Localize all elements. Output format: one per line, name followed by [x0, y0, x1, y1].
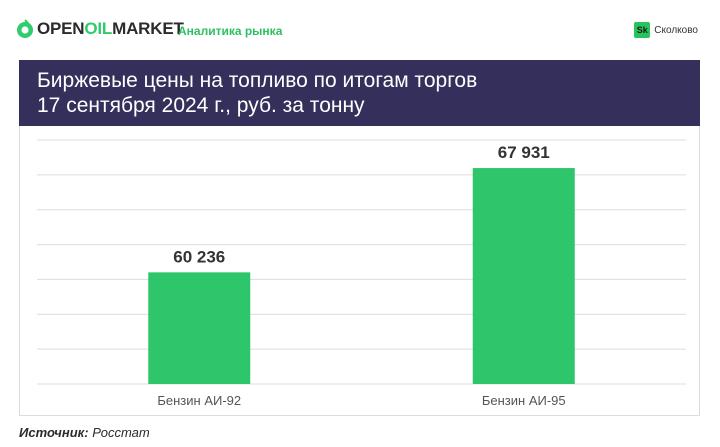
bar-chart: 60 236 Бензин АИ-92 67 931 Бензин АИ-95 — [37, 139, 686, 408]
source-note: Источник: Росстат — [19, 425, 150, 440]
chart-title-line-2: 17 сентября 2024 г., руб. за тонну — [37, 94, 365, 117]
partner-name: Сколково — [654, 24, 698, 36]
chart-title-line-1: Биржевые цены на топливо по итогам торго… — [37, 69, 478, 92]
source-value: Росстат — [92, 425, 150, 440]
skolkovo-logo[interactable]: Sk Сколково — [634, 22, 698, 38]
category-label: Бензин АИ-95 — [482, 393, 566, 408]
source-label: Источник: — [19, 425, 89, 440]
bar[interactable] — [472, 168, 575, 384]
header: OPENOILMARKET Аналитика рынка Sk Сколков… — [0, 0, 720, 58]
bar-value-label: 60 236 — [173, 247, 225, 266]
chart-frame — [19, 126, 700, 416]
brand-name: OPENOILMARKET — [37, 19, 184, 38]
bar-value-label: 67 931 — [498, 143, 550, 162]
openoilmarket-logo[interactable]: OPENOILMARKET — [16, 17, 184, 41]
bar[interactable] — [148, 272, 251, 384]
skolkovo-badge-icon: Sk — [634, 22, 651, 38]
chart-title-banner: Биржевые цены на топливо по итогам торго… — [19, 60, 700, 126]
category-label: Бензин АИ-92 — [157, 393, 241, 408]
oil-drop-icon — [17, 19, 33, 38]
tagline: Аналитика рынка — [178, 24, 283, 38]
